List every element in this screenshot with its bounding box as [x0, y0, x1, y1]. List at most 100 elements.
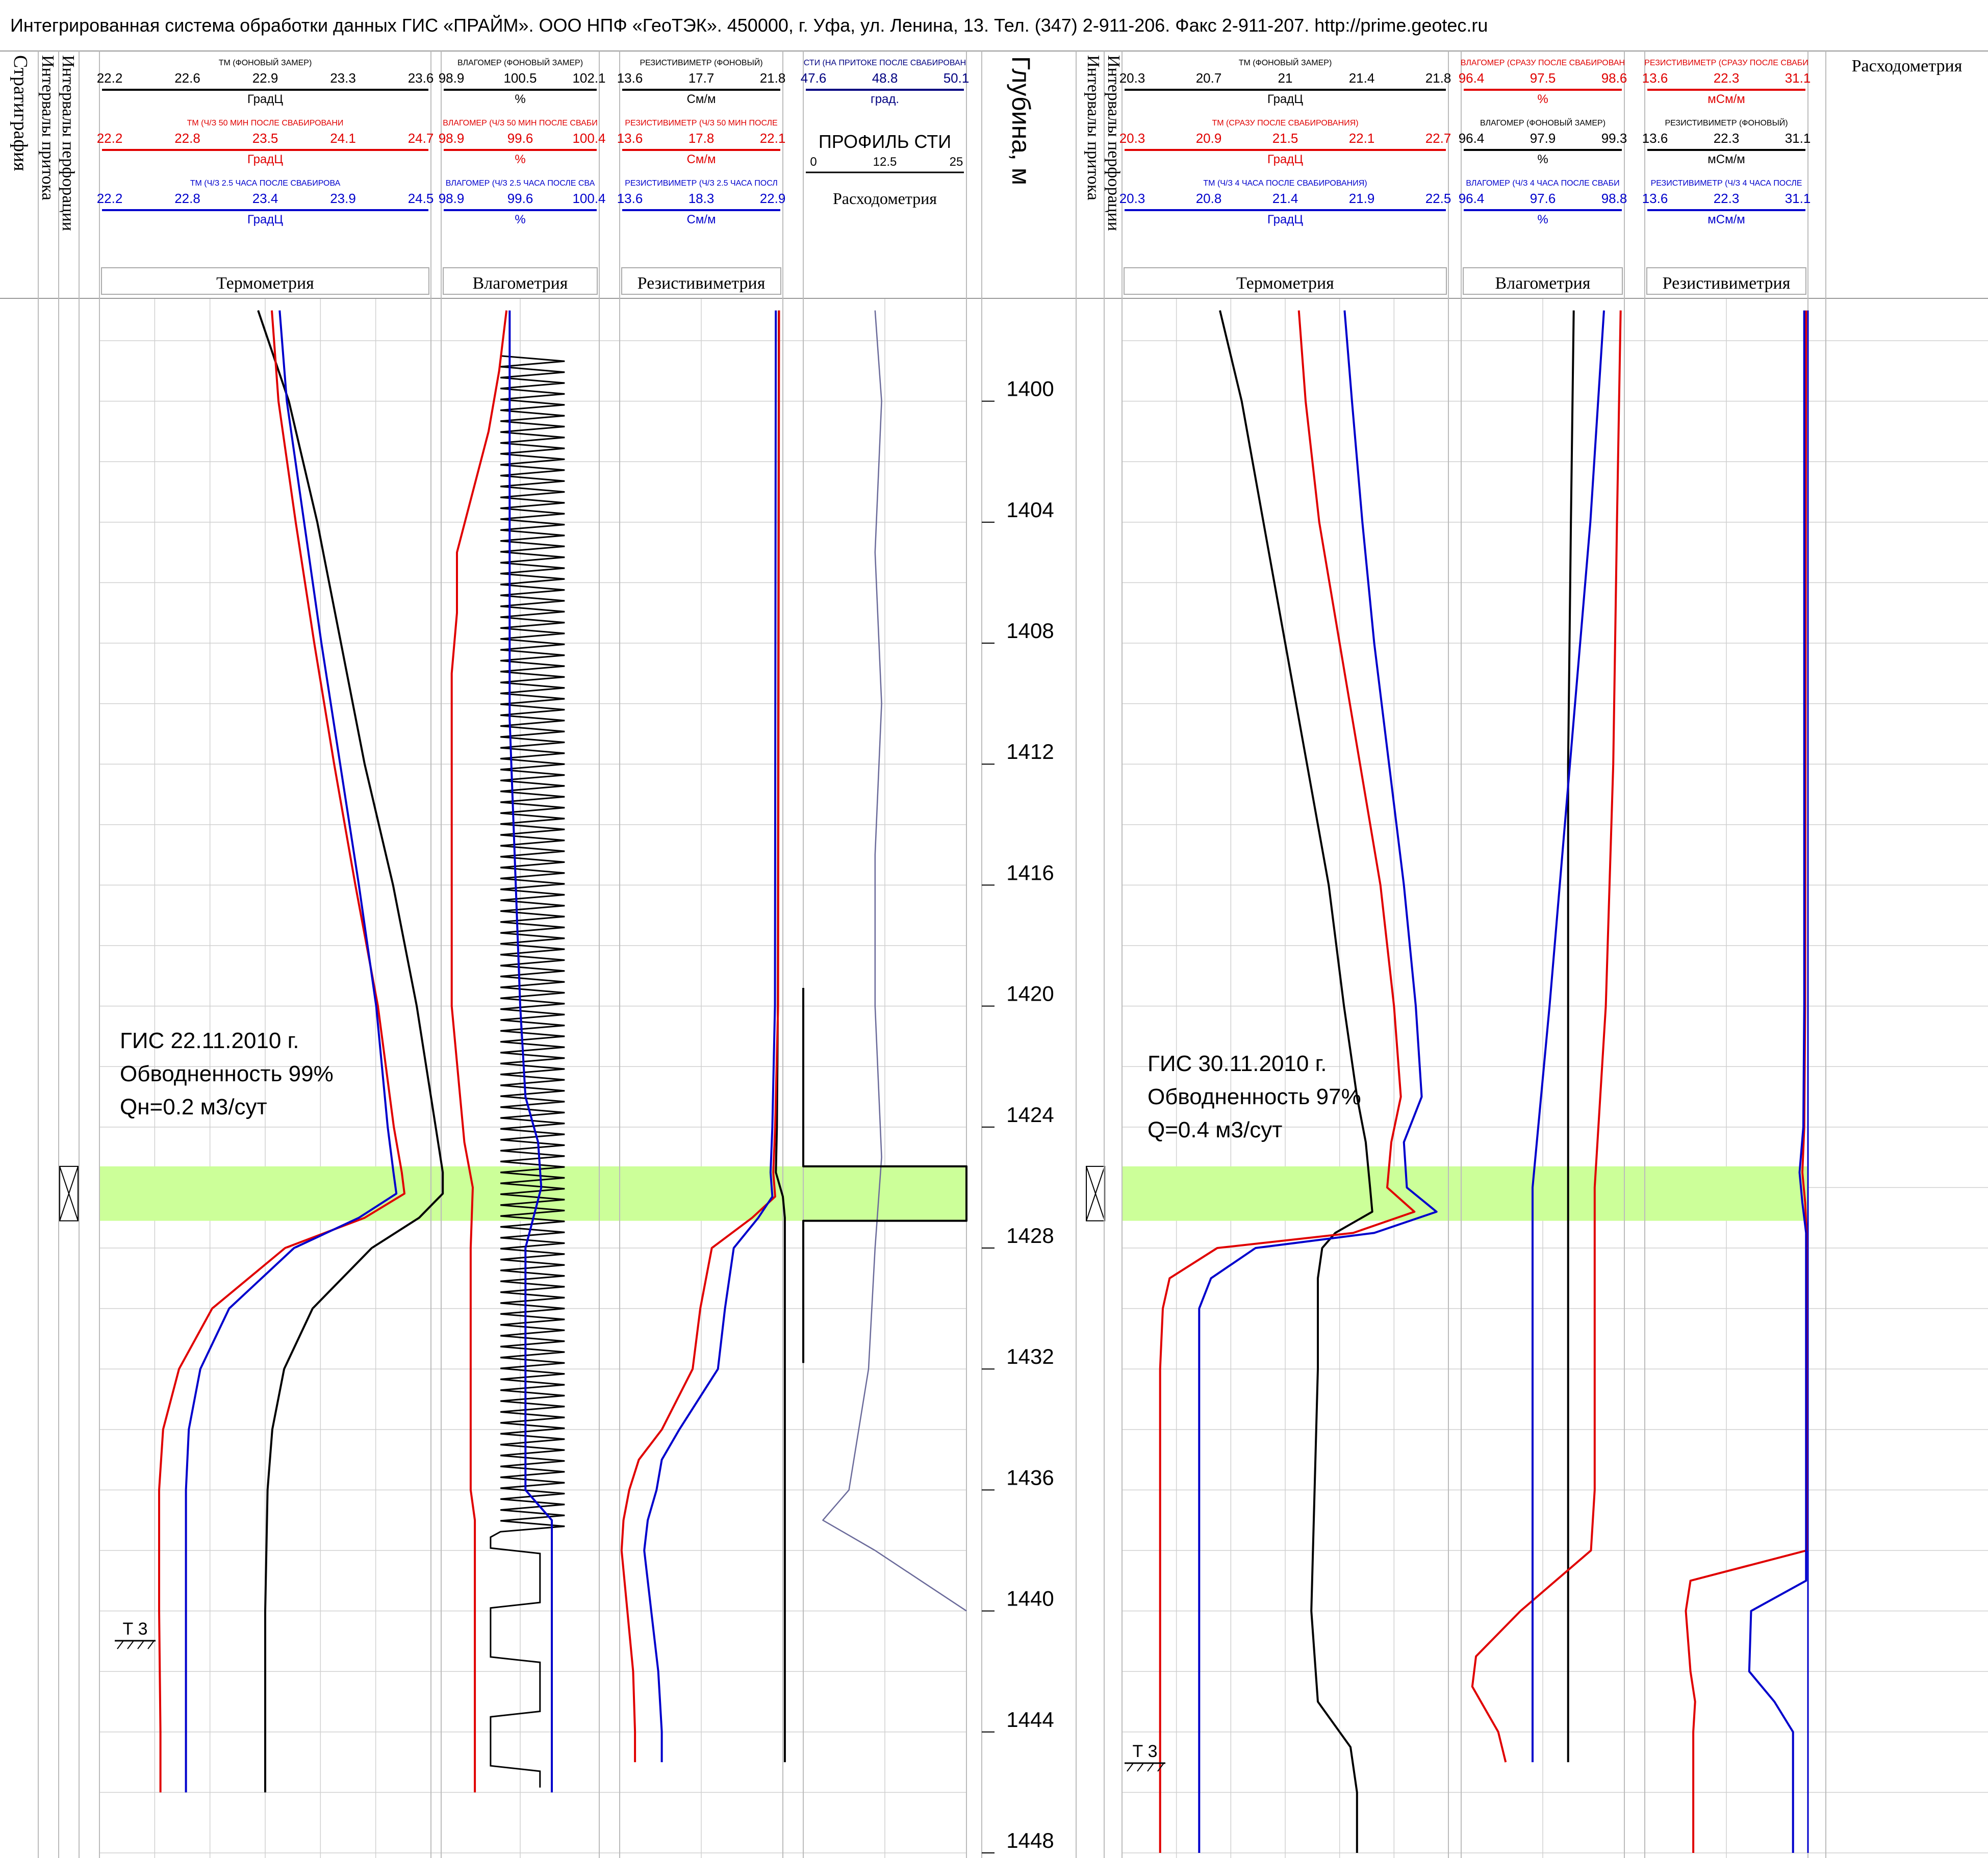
group-title-box	[443, 267, 598, 295]
depth-tick-label: 1420	[1006, 982, 1054, 1006]
curve-header-unit: ГрадЦ	[247, 152, 283, 166]
curve-header-name: ВЛАГОМЕР (СРАЗУ ПОСЛЕ СВАБИРОВАН	[1461, 59, 1625, 67]
depth-tick-label: 1400	[1006, 377, 1054, 401]
curve-header-tick: 99.6	[507, 131, 533, 146]
group-title: Термометрия	[216, 274, 314, 293]
curve-header-tick: 97.5	[1530, 70, 1556, 86]
curve-header-tick: 22.9	[252, 70, 278, 86]
sti-profile-tick: 0	[810, 155, 817, 169]
curve-sti-profile	[802, 988, 967, 1363]
curve-header-tick: 13.6	[617, 131, 643, 146]
sti-profile-tick: 12.5	[873, 155, 897, 169]
depth-tick-label: 1436	[1006, 1465, 1054, 1489]
curve-header-name: ВЛАГОМЕР (Ч/З 2.5 ЧАСА ПОСЛЕ СВА	[446, 179, 595, 188]
group-title: Резистивиметрия	[1663, 274, 1791, 293]
curve-header-unit: %	[1537, 152, 1548, 166]
curve-header-tick: 31.1	[1785, 191, 1811, 206]
formation-hatch	[117, 1640, 124, 1649]
curve-header-tick: 24.5	[408, 191, 434, 206]
curve-header-name: ТМ (ФОНОВЫЙ ЗАМЕР)	[1239, 58, 1332, 67]
curve-header-tick: 17.7	[689, 70, 715, 86]
curve-header-unit: %	[515, 213, 525, 226]
depth-tick-label: 1432	[1006, 1344, 1054, 1368]
depth-tick-label: 1428	[1006, 1224, 1054, 1248]
curve-resist-immediate	[1685, 310, 1808, 1853]
curve-sti	[822, 310, 967, 1612]
curve-header-name: РЕЗИСТИВИМЕТР (Ч/З 50 МИН ПОСЛЕ	[625, 119, 777, 128]
curve-header-name: ВЛАГОМЕР (Ч/З 4 ЧАСА ПОСЛЕ СВАБИ	[1466, 179, 1619, 188]
curve-header-name: РЕЗИСТИВИМЕТР (ФОНОВЫЙ)	[1665, 118, 1788, 128]
curve-header-unit: мСм/м	[1707, 152, 1745, 166]
curve-header-name: ТМ (СРАЗУ ПОСЛЕ СВАБИРОВАНИЯ)	[1212, 119, 1358, 128]
curve-header-tick: 98.9	[439, 191, 465, 206]
curve-header-tick: 48.8	[872, 70, 898, 86]
annotation-line: Обводненность 97%	[1148, 1084, 1361, 1109]
curve-header-tick: 98.6	[1601, 70, 1627, 86]
formation-hatch	[1127, 1763, 1134, 1772]
curve-header-tick: 100.4	[572, 131, 605, 146]
curve-header-tick: 21.8	[1425, 70, 1451, 86]
formation-label: Т 3	[1132, 1742, 1157, 1761]
inflow-band-right	[1122, 1166, 1808, 1221]
curve-header-tick: 20.9	[1196, 131, 1222, 146]
curve-header-tick: 21.4	[1272, 191, 1298, 206]
column-title-perforation: Интервалы перфорации	[1104, 55, 1123, 231]
curve-resist-50min	[620, 310, 780, 1763]
curve-resist-background	[775, 310, 786, 1763]
depth-tick-label: 1440	[1006, 1587, 1054, 1611]
curve-header-tick: 22.3	[1714, 191, 1740, 206]
curve-header-tick: 97.6	[1530, 191, 1556, 206]
curve-header-tick: 31.1	[1785, 131, 1811, 146]
curve-header-name: РЕЗИСТИВИМЕТР (Ч/З 2.5 ЧАСА ПОСЛ	[625, 179, 778, 188]
curve-header-unit: См/м	[687, 152, 716, 166]
curve-header-tick: 100.4	[572, 191, 605, 206]
curve-header-name: СТИ (НА ПРИТОКЕ ПОСЛЕ СВАБИРОВАН	[804, 59, 966, 67]
curve-header-unit: %	[515, 152, 525, 166]
curve-header-unit: ГрадЦ	[247, 92, 283, 106]
page-title: Интегрированная система обработки данных…	[10, 14, 1488, 36]
curve-header-tick: 22.5	[1425, 191, 1451, 206]
curve-header-unit: мСм/м	[1707, 213, 1745, 226]
formation-hatch	[147, 1640, 155, 1649]
annotation-line: Qн=0.2 м3/сут	[120, 1095, 267, 1119]
group-title: Термометрия	[1236, 274, 1334, 293]
column-title-inflow: Интервалы притока	[1084, 55, 1103, 200]
curve-header-tick: 21.4	[1349, 70, 1375, 86]
perforation-interval-left-x	[59, 1166, 79, 1221]
depth-title: Глубина, м	[1007, 56, 1035, 185]
inflow-band-layer	[59, 1165, 1808, 1221]
curve-header-tick: 22.8	[174, 131, 200, 146]
curve-header-tick: 98.9	[439, 70, 465, 86]
curve-moist-background	[1567, 310, 1575, 1763]
depth-tick-label: 1416	[1006, 860, 1054, 884]
curve-header-tick: 24.1	[330, 131, 356, 146]
curve-header-name: ВЛАГОМЕР (ФОНОВЫЙ ЗАМЕР)	[1480, 118, 1605, 128]
curve-header-tick: 47.6	[801, 70, 827, 86]
column-title-inflow: Интервалы притока	[38, 55, 57, 200]
curve-header-tick: 20.8	[1196, 191, 1222, 206]
curve-resist-4h	[1748, 310, 1807, 1853]
curve-header-tick: 22.1	[1349, 131, 1375, 146]
curve-header-name: ТМ (Ч/З 50 МИН ПОСЛЕ СВАБИРОВАНИ	[187, 119, 344, 128]
curve-header-tick: 20.3	[1119, 191, 1145, 206]
curve-header-tick: 21.8	[760, 70, 786, 86]
curve-header-tick: 98.8	[1601, 191, 1627, 206]
curve-header-tick: 23.6	[408, 70, 434, 86]
group-title: Влагометрия	[1495, 274, 1591, 293]
curve-header-tick: 96.4	[1459, 131, 1485, 146]
formation-hatch	[127, 1640, 134, 1649]
curve-header-name: ТМ (ФОНОВЫЙ ЗАМЕР)	[219, 58, 312, 67]
curve-header-tick: 99.3	[1601, 131, 1627, 146]
curve-header-tick: 21.5	[1272, 131, 1298, 146]
sti-profile-tick: 25	[950, 155, 963, 169]
curve-thermo-background	[1219, 310, 1373, 1853]
perforation-interval-right-x	[1086, 1166, 1105, 1221]
curve-header-name: РЕЗИСТИВИМЕТР (Ч/З 4 ЧАСА ПОСЛЕ	[1651, 179, 1802, 188]
curve-header-tick: 96.4	[1459, 70, 1485, 86]
depth-tick-label: 1448	[1006, 1828, 1054, 1852]
curve-header-tick: 96.4	[1459, 191, 1485, 206]
formation-hatch	[1147, 1763, 1154, 1772]
curve-header-tick: 102.1	[572, 70, 605, 86]
curve-header-name: ВЛАГОМЕР (ФОНОВЫЙ ЗАМЕР)	[457, 58, 583, 67]
curve-header-tick: 99.6	[507, 191, 533, 206]
